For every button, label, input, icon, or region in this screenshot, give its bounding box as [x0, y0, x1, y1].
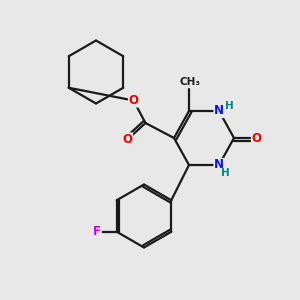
Text: N: N	[214, 158, 224, 172]
Text: O: O	[251, 131, 262, 145]
Text: N: N	[214, 104, 224, 118]
Text: H: H	[221, 168, 230, 178]
Text: O: O	[128, 94, 139, 107]
Text: F: F	[93, 225, 101, 238]
Text: H: H	[225, 100, 234, 111]
Text: O: O	[122, 133, 133, 146]
Text: CH₃: CH₃	[180, 77, 201, 87]
